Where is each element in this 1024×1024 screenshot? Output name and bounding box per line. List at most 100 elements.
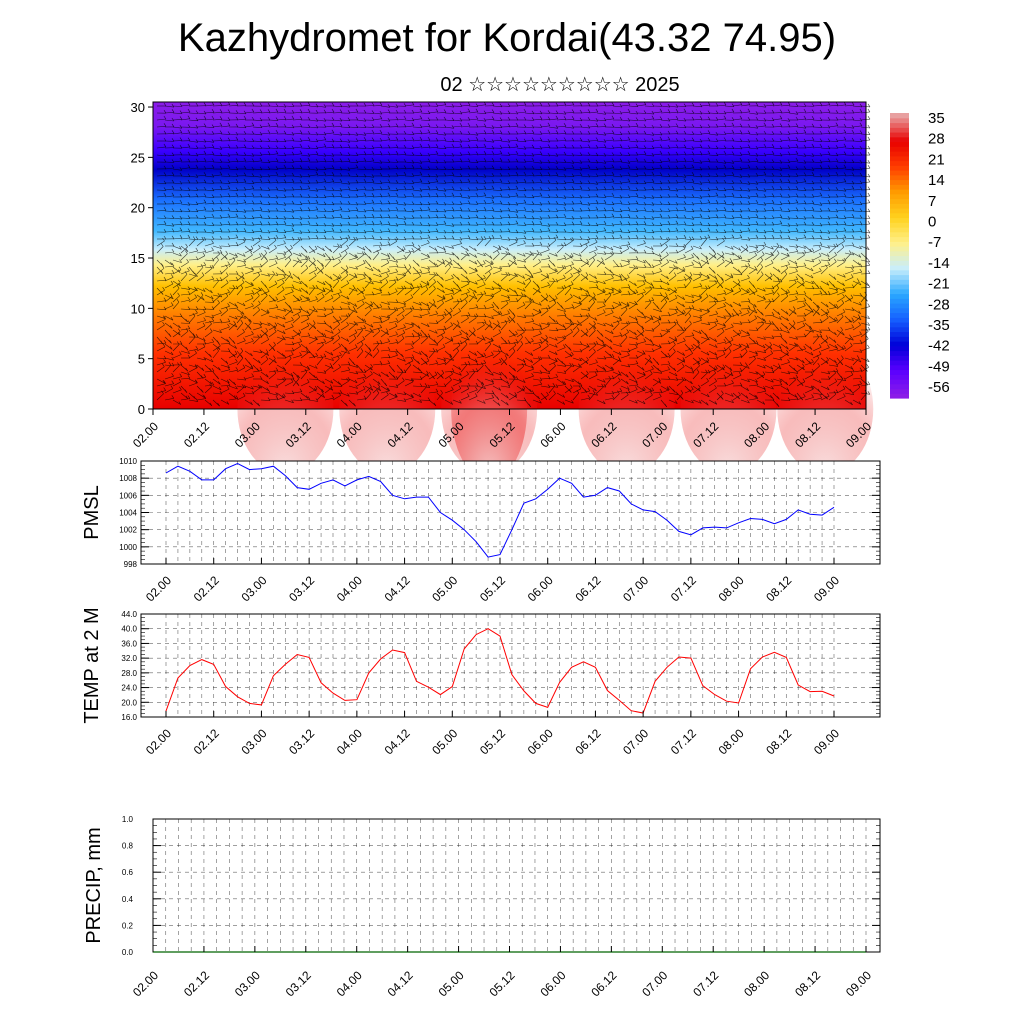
x-tick-label: 02.12 (181, 419, 212, 450)
colorbar-label: -35 (928, 317, 950, 334)
colorbar-swatch (890, 350, 909, 356)
colorbar-swatch (890, 374, 909, 380)
y-tick-label: 32.0 (121, 654, 137, 663)
page-subtitle: 02 ☆☆☆☆☆☆☆☆☆ 2025 (440, 74, 680, 96)
y-tick-label: 1006 (119, 491, 137, 500)
x-tick-label: 04.12 (382, 573, 413, 604)
x-tick-label: 02.00 (130, 968, 161, 999)
colorbar-swatch (890, 322, 909, 328)
x-tick-label: 03.00 (238, 726, 269, 757)
colorbar-swatch (890, 393, 909, 399)
x-tick-label: 02.12 (181, 968, 212, 999)
x-tick-label: 02.00 (143, 573, 174, 604)
colorbar-swatch (890, 174, 909, 181)
page-title: Kazhydromet for Kordai(43.32 74.95) (177, 16, 837, 60)
y-tick-label: 1008 (119, 474, 137, 483)
y-tick-label: 30 (131, 100, 145, 115)
colorbar-swatch (890, 326, 909, 333)
colorbar-label: 21 (928, 151, 945, 168)
x-tick-label: 07.12 (668, 726, 699, 757)
colorbar-swatch (890, 208, 909, 214)
colorbar-label: 7 (928, 193, 936, 210)
colorbar-swatch (890, 341, 909, 347)
colorbar-swatch (890, 193, 909, 200)
y-tick-label: 44.0 (121, 610, 137, 619)
y-tick-label: 10 (131, 301, 145, 316)
y-tick-label: 1000 (119, 543, 137, 552)
colorbar-label: -42 (928, 338, 950, 355)
x-tick-label: 06.12 (588, 968, 619, 999)
y-tick-label: 0.4 (122, 895, 134, 904)
y-tick-label: 1.0 (122, 815, 134, 824)
colorbar-swatch (890, 227, 909, 233)
precip-axis-title: PRECIP, mm (83, 827, 105, 943)
x-tick-label: 08.00 (716, 573, 747, 604)
colorbar-swatch (890, 179, 909, 185)
precip-panel: 0.0 0.2 0.4 0.6 0.8 1.0 02.00 02.12 03.00 03.12 04… (83, 815, 881, 999)
x-tick-label: 05.12 (486, 968, 517, 999)
colorbar-swatch (890, 379, 909, 385)
x-tick-label: 04.12 (382, 726, 413, 757)
x-tick-label: 06.00 (537, 419, 568, 450)
x-tick-label: 03.12 (283, 968, 314, 999)
x-tick-label: 07.00 (620, 726, 651, 757)
colorbar-label: 35 (928, 110, 945, 127)
colorbar-label: 0 (928, 214, 936, 231)
x-tick-label: 05.00 (429, 726, 460, 757)
colorbar-swatch (890, 355, 909, 361)
colorbar-swatch (890, 146, 909, 152)
colorbar-swatch (890, 331, 909, 337)
colorbar-label: -21 (928, 276, 950, 293)
y-tick-label: 1002 (119, 526, 137, 535)
y-tick-label: 0.0 (122, 948, 134, 957)
colorbar-swatch (890, 231, 909, 238)
x-tick-label: 04.12 (385, 968, 416, 999)
colorbar-label: 14 (928, 172, 945, 189)
y-tick-label: 1010 (119, 457, 137, 466)
x-tick-label: 07.12 (690, 968, 721, 999)
x-tick-label: 06.00 (525, 726, 556, 757)
x-tick-label: 04.00 (334, 573, 365, 604)
colorbar-swatch (890, 117, 909, 124)
x-tick-label: 05.12 (477, 726, 508, 757)
colorbar-swatch (890, 307, 909, 314)
y-tick-label: 5 (138, 352, 145, 367)
x-tick-label: 09.00 (843, 968, 874, 999)
x-tick-label: 02.00 (130, 419, 161, 450)
colorbar-swatch (890, 298, 909, 304)
colorbar-label: -49 (928, 358, 950, 375)
colorbar-label: -28 (928, 296, 950, 313)
colorbar-swatch (890, 136, 909, 143)
colorbar-swatch (890, 364, 909, 371)
x-tick-label: 08.00 (716, 726, 747, 757)
colorbar-swatch (890, 274, 909, 280)
y-tick-label: 24.0 (121, 684, 137, 693)
colorbar-swatch (890, 336, 909, 342)
colorbar-swatch (890, 241, 909, 247)
colorbar-swatch (890, 246, 909, 252)
colorbar-swatch (890, 189, 909, 195)
x-tick-label: 08.12 (763, 726, 794, 757)
y-tick-label: 20 (131, 201, 145, 216)
colorbar-label: -14 (928, 255, 950, 272)
colorbar-swatch (890, 198, 909, 204)
x-tick-label: 05.00 (429, 573, 460, 604)
x-tick-label: 09.00 (811, 726, 842, 757)
x-tick-label: 02.12 (191, 726, 222, 757)
y-tick-label: 15 (131, 251, 145, 266)
y-tick-label: 20.0 (121, 698, 137, 707)
colorbar-swatch (890, 170, 909, 176)
x-tick-label: 07.12 (668, 573, 699, 604)
colorbar-swatch (890, 269, 909, 276)
y-tick-label: 28.0 (121, 669, 137, 678)
x-tick-label: 02.12 (191, 573, 222, 604)
colorbar-swatch (890, 383, 909, 390)
colorbar-label: -56 (928, 379, 950, 396)
pmsl-line (165, 463, 835, 558)
y-tick-label: 998 (124, 560, 138, 569)
colorbar-swatch (890, 132, 909, 138)
colorbar-swatch (890, 345, 909, 352)
wind-barbs (156, 101, 871, 408)
y-tick-label: 1004 (119, 509, 137, 518)
